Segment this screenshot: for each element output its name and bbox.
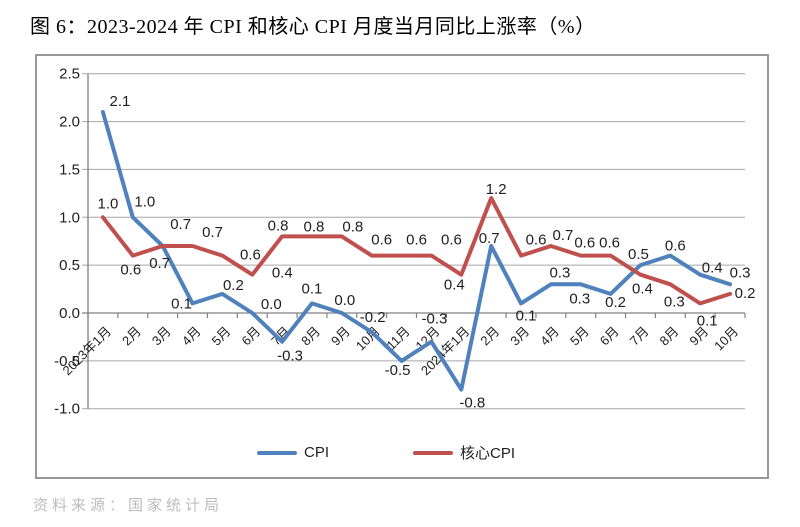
y-axis-tick-label: -0.5	[54, 353, 80, 370]
core-cpi-data-label: 0.4	[632, 281, 653, 298]
x-axis-category-label: 2月	[477, 324, 502, 349]
x-axis-category-label: 3月	[149, 324, 174, 349]
cpi-data-label: 0.2	[605, 294, 626, 311]
x-axis-category-label: 2023年1月	[59, 324, 114, 379]
core-cpi-data-label: 0.1	[697, 312, 718, 329]
cpi-data-label: 0.0	[334, 292, 355, 309]
cpi-data-label: 0.0	[261, 296, 282, 313]
cpi-data-label: 0.1	[516, 307, 537, 324]
cpi-data-label: 0.2	[223, 277, 244, 294]
core-cpi-line	[100, 196, 733, 306]
legend-label-cpi: CPI	[304, 444, 330, 461]
x-axis-category-label: 6月	[238, 324, 263, 349]
y-axis-tick-label: 2.5	[59, 66, 80, 83]
cpi-data-label: 1.0	[134, 193, 155, 210]
y-axis-tick-label: 1.0	[59, 209, 80, 226]
legend-item-cpi: CPI	[257, 444, 329, 461]
x-axis-category-label: 5月	[209, 324, 234, 349]
cpi-data-label: -0.3	[277, 348, 303, 365]
x-axis-category-label: 9月	[328, 324, 353, 349]
cpi-data-label: -0.3	[422, 311, 448, 328]
cpi-data-label: 0.7	[479, 230, 500, 247]
core-cpi-data-label: 0.6	[120, 262, 141, 279]
core-cpi-data-label: 0.3	[664, 293, 685, 310]
cpi-data-label: 2.1	[110, 93, 131, 110]
cpi-data-label: 0.6	[665, 238, 686, 255]
chart-container: 2.5 2.0 1.5 1.0 0.5 0.0 -0.5 -1.0 2023年1月 2月 3月 4月 5…	[35, 54, 769, 479]
core-cpi-data-label: 1.0	[98, 195, 119, 212]
y-axis-tick-label: 0.0	[59, 305, 80, 322]
core-cpi-data-label: 0.6	[240, 247, 261, 264]
x-axis-category-label: 5月	[567, 324, 592, 349]
y-axis-tick-label: 2.0	[59, 114, 80, 131]
cpi-data-label: -0.2	[360, 309, 386, 326]
core-cpi-data-label: 0.6	[574, 235, 595, 252]
core-cpi-data-label: 0.8	[268, 217, 289, 234]
x-axis-category-label: 7月	[268, 324, 293, 349]
cpi-data-label: 0.3	[569, 290, 590, 307]
cpi-data-label: 0.3	[549, 264, 570, 281]
core-cpi-data-label: 0.8	[304, 218, 325, 235]
core-cpi-data-label: 1.2	[486, 181, 507, 198]
core-cpi-data-label: 0.7	[202, 224, 223, 241]
x-axis-category-label: 3月	[507, 324, 532, 349]
core-cpi-data-label: 0.6	[441, 232, 462, 249]
core-cpi-line-swatch	[413, 450, 454, 455]
cpi-data-label: 0.5	[628, 246, 649, 263]
core-cpi-data-label: 0.7	[170, 216, 191, 233]
x-axis-category-label: 7月	[627, 324, 652, 349]
legend-label-core-cpi: 核心CPI	[460, 445, 516, 462]
cpi-line	[100, 110, 733, 392]
x-axis-category-label: 8月	[298, 324, 323, 349]
cpi-data-label: 0.1	[302, 280, 323, 297]
cpi-data-label: 0.4	[702, 260, 723, 277]
y-axis-tick-label: -1.0	[54, 401, 80, 418]
y-axis-tick-label: 0.5	[59, 257, 80, 274]
core-cpi-data-label: 0.2	[735, 285, 756, 302]
core-cpi-data-label: 0.8	[342, 218, 363, 235]
x-axis-category-label: 4月	[179, 324, 204, 349]
core-cpi-data-label: 0.6	[371, 232, 392, 249]
cpi-data-label: 0.1	[171, 295, 192, 312]
y-axis-tick-label: 1.5	[59, 161, 80, 178]
core-cpi-data-label: 0.4	[272, 265, 293, 282]
cpi-data-label: -0.5	[385, 362, 411, 379]
source-note: 资料来源：国家统计局	[33, 498, 224, 514]
x-axis-category-label: 8月	[657, 324, 682, 349]
legend-item-core-cpi: 核心CPI	[413, 442, 515, 463]
cpi-data-label: 0.3	[730, 264, 751, 281]
chart-legend: CPI 核心CPI	[257, 442, 515, 463]
core-cpi-data-label: 0.4	[444, 277, 465, 294]
core-cpi-data-label: 0.7	[552, 227, 573, 244]
core-cpi-data-label: 0.6	[599, 235, 620, 252]
core-cpi-data-label: 0.6	[526, 232, 547, 249]
cpi-data-label: 0.7	[149, 255, 170, 272]
x-axis-category-label: 4月	[537, 324, 562, 349]
cpi-data-label: -0.8	[459, 395, 485, 412]
x-axis-category-label: 2月	[119, 324, 144, 349]
figure-title: 图 6：2023-2024 年 CPI 和核心 CPI 月度当月同比上涨率（%）	[30, 16, 596, 38]
core-cpi-data-label: 0.6	[406, 232, 427, 249]
cpi-line-swatch	[257, 450, 297, 455]
x-axis-category-label: 6月	[597, 324, 622, 349]
